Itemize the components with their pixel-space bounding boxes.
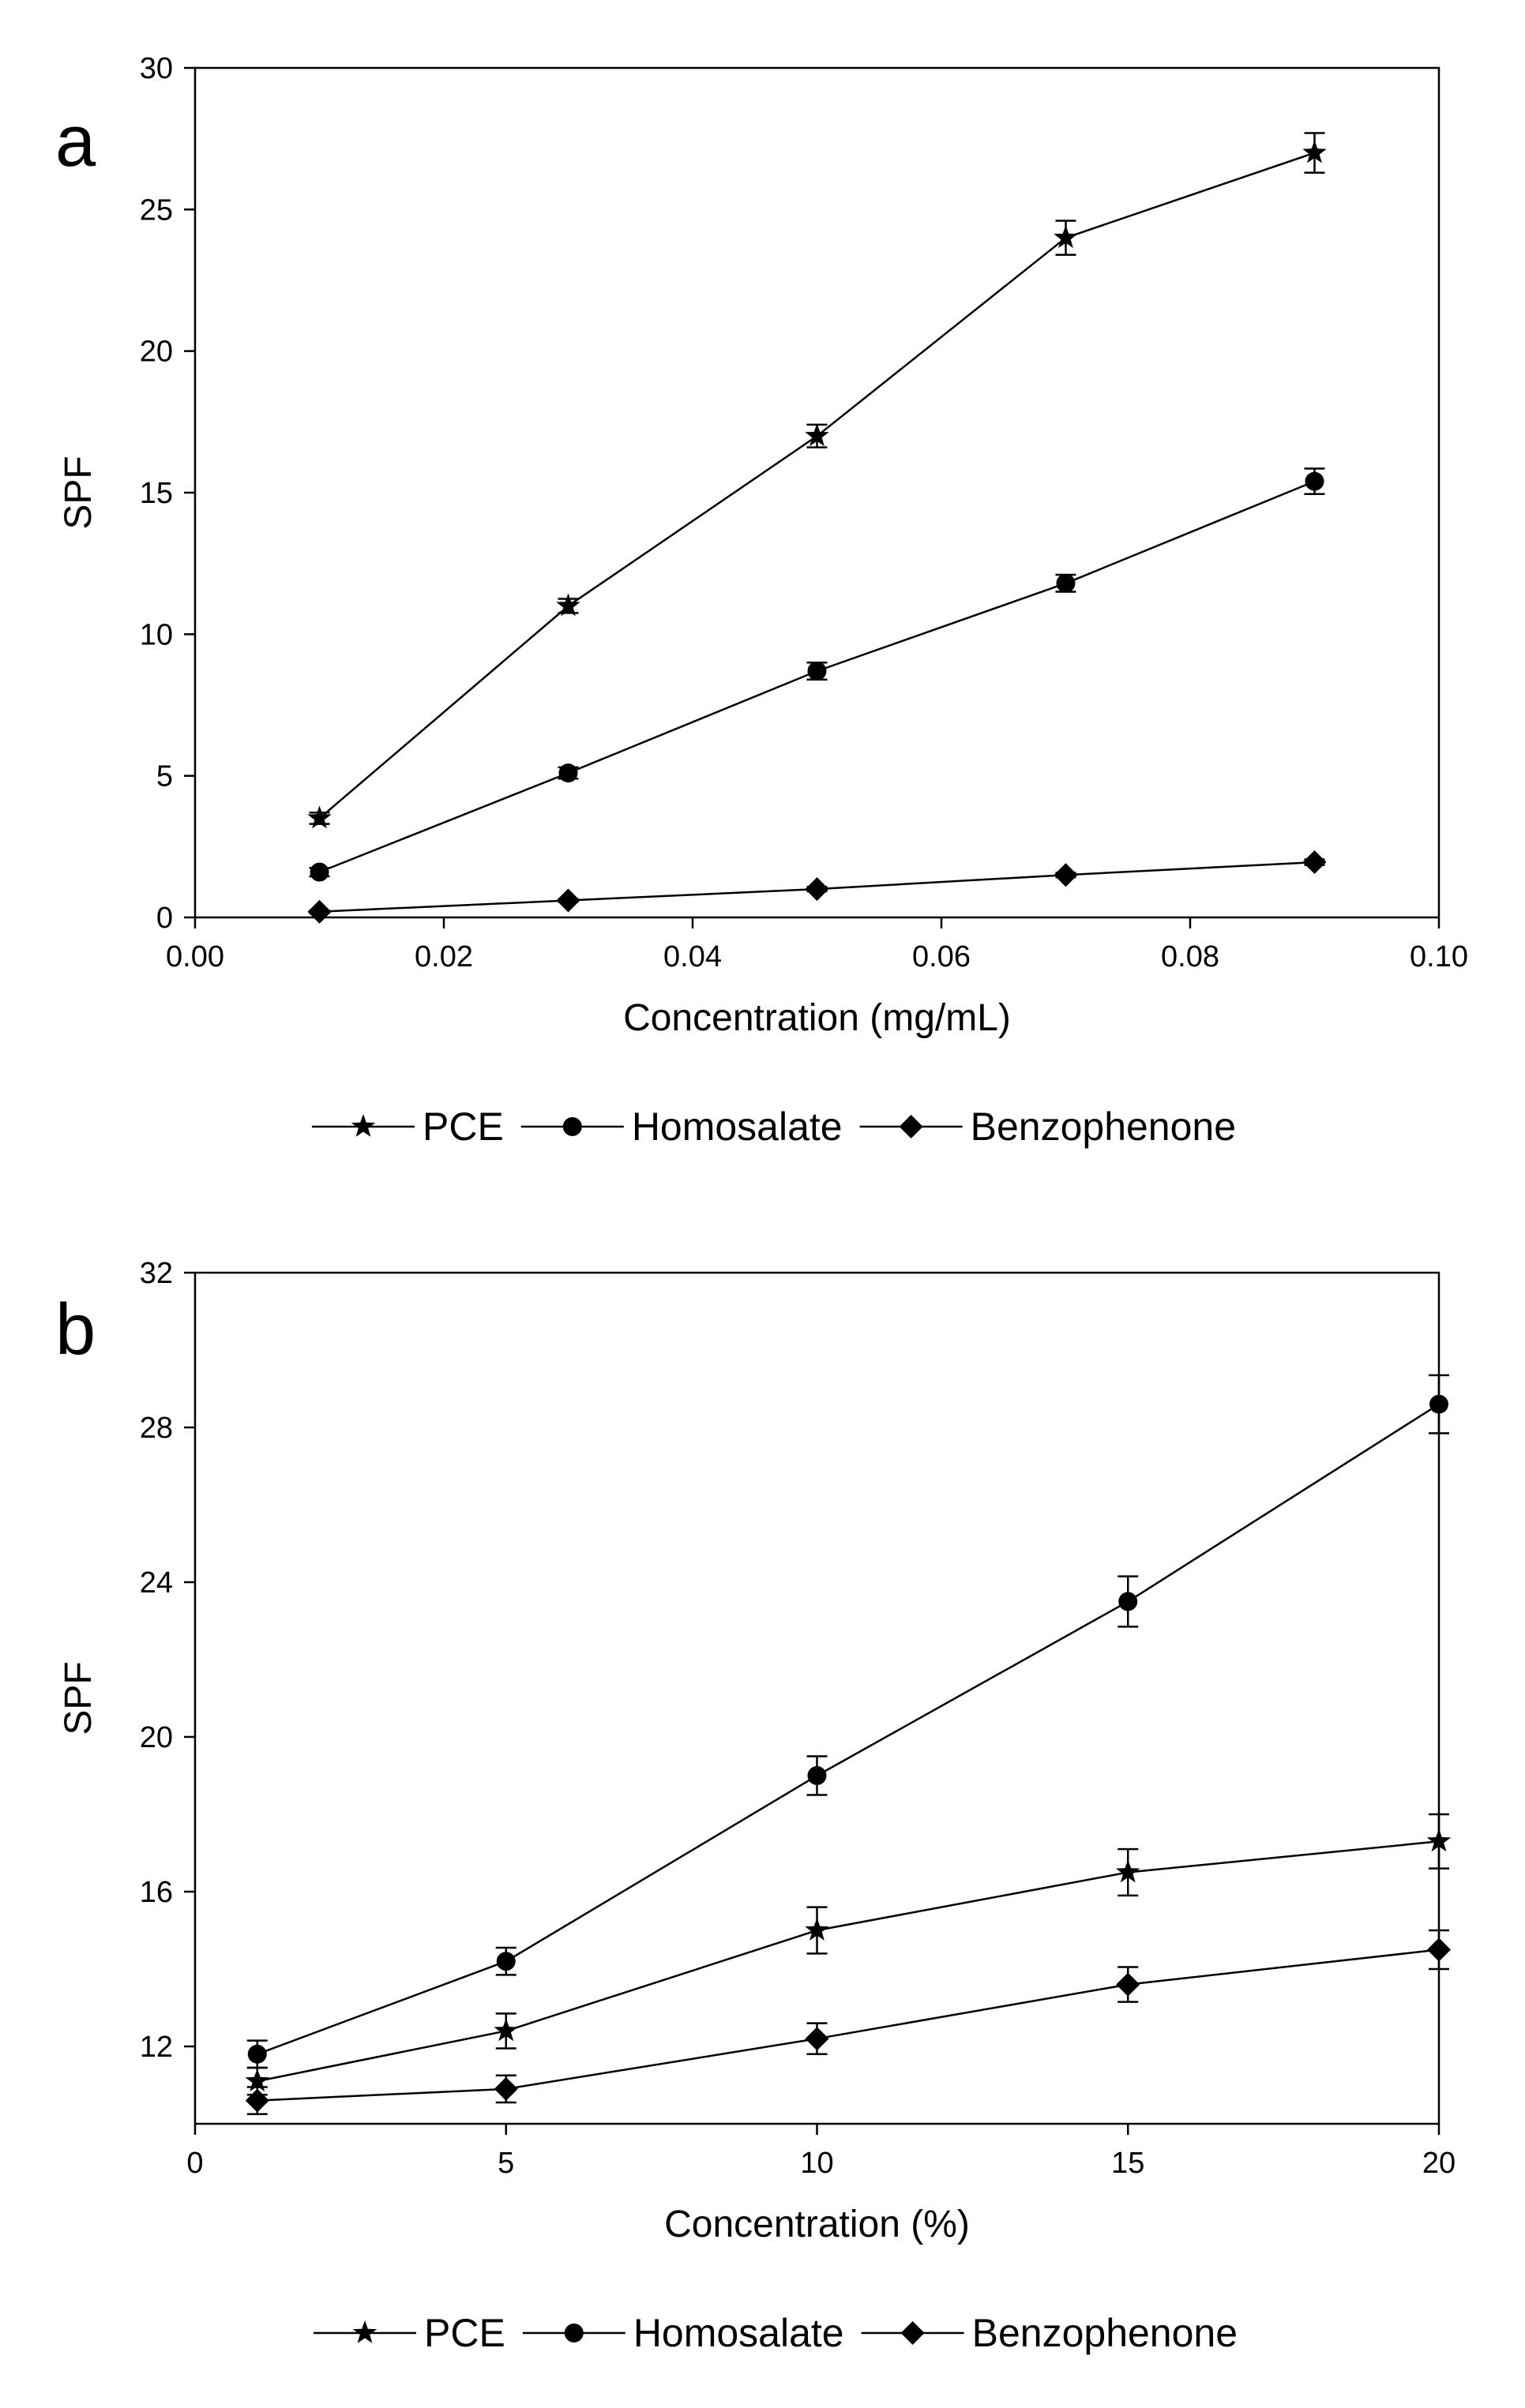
data-point (556, 593, 580, 617)
plot-frame (193, 1271, 1440, 2125)
legend-marker (564, 2324, 584, 2342)
data-point (1056, 573, 1076, 593)
x-axis-title: Concentration (%) (664, 2204, 970, 2245)
legend-item-pce: PCE (312, 1105, 504, 1149)
series-line (257, 1403, 1440, 2055)
data-point (1427, 1937, 1451, 1962)
data-point (307, 805, 332, 829)
x-tick-label: 10 (800, 2147, 833, 2180)
legend-marker (900, 2321, 925, 2345)
legend-label: Homosalate (632, 1105, 843, 1149)
data-point (496, 1952, 516, 1971)
data-point (558, 763, 578, 783)
data-point (1429, 1394, 1448, 1414)
data-point (494, 2076, 518, 2101)
legend-marker (562, 1117, 582, 1136)
y-tick-label: 20 (140, 1721, 173, 1754)
data-point (1302, 850, 1327, 875)
data-point (1305, 471, 1324, 491)
data-point (245, 2088, 269, 2113)
chart-panel-b: 0 5 10 15 20 12 16 20 24 28 32 Concentration (%) SPF… (55, 1257, 1456, 2355)
x-tick-label: 0.04 (663, 940, 722, 973)
series-line (257, 1949, 1440, 2102)
legend: PCE Homosalate Benzophenone (314, 2311, 1238, 2355)
data-point (807, 1766, 827, 1785)
y-tick-label: 30 (140, 52, 173, 85)
y-tick-label: 15 (140, 477, 173, 510)
y-axis-title: SPF (58, 456, 100, 529)
x-tick-label: 0.10 (1410, 940, 1468, 973)
x-tick-label: 0.02 (415, 940, 473, 973)
y-tick-label: 5 (156, 760, 173, 793)
series-benzophenone (307, 850, 1327, 924)
x-tick-label: 15 (1111, 2147, 1144, 2180)
series-homosalate (246, 1374, 1449, 2069)
series-benzophenone (245, 1929, 1451, 2115)
data-point (1116, 1972, 1140, 1997)
data-point (805, 1918, 829, 1941)
series-line (318, 152, 1315, 820)
legend-marker (351, 1114, 376, 1137)
legend-item-homosalate: Homosalate (522, 2311, 844, 2355)
x-tick-label: 20 (1422, 2147, 1456, 2180)
data-point (1118, 1592, 1138, 1611)
data-point (1302, 140, 1327, 163)
y-tick-label: 0 (156, 902, 173, 935)
legend-label: PCE (424, 2311, 505, 2355)
legend-marker (899, 1115, 923, 1138)
data-point (1116, 1859, 1140, 1883)
series-pce (245, 1813, 1452, 2096)
y-tick-label: 20 (140, 336, 173, 369)
series-homosalate (309, 467, 1325, 882)
x-tick-label: 5 (498, 2147, 514, 2180)
legend-marker (352, 2320, 377, 2343)
data-point (805, 2027, 829, 2051)
y-axis-title: SPF (58, 1661, 100, 1735)
y-tick-label: 28 (140, 1412, 173, 1445)
legend-label: Benzophenone (971, 1105, 1236, 1149)
series-pce (307, 132, 1327, 829)
data-point (1426, 1829, 1452, 1852)
data-point (247, 2044, 267, 2064)
panel-label: a (55, 101, 96, 182)
legend-label: Homosalate (633, 2311, 844, 2355)
data-point (556, 888, 580, 913)
data-point (1054, 225, 1078, 249)
x-tick-label: 0.08 (1161, 940, 1219, 973)
data-point (310, 862, 329, 882)
plot-frame (193, 66, 1440, 919)
chart-panel-a: 0.00 0.02 0.04 0.06 0.08 0.10 0 5 10 15 20 25 30 Conc… (55, 52, 1468, 1149)
y-tick-label: 24 (140, 1566, 173, 1600)
legend-item-benzophenone: Benzophenone (859, 1105, 1236, 1149)
data-point (805, 877, 829, 902)
y-tick-label: 16 (140, 1876, 173, 1909)
data-point (805, 423, 829, 447)
series-line (257, 1840, 1440, 2083)
data-point (494, 2018, 518, 2042)
legend-item-pce: PCE (314, 2311, 505, 2355)
legend-item-homosalate: Homosalate (520, 1105, 843, 1149)
legend-label: Benzophenone (972, 2311, 1238, 2355)
data-point (307, 899, 332, 924)
x-tick-label: 0.06 (912, 940, 971, 973)
legend-item-benzophenone: Benzophenone (861, 2311, 1238, 2355)
x-axis-title: Concentration (mg/mL) (623, 997, 1011, 1039)
x-tick-label: 0 (186, 2147, 203, 2180)
legend: PCE Homosalate Benzophenone (312, 1105, 1236, 1149)
data-point (245, 2069, 269, 2091)
legend-label: PCE (423, 1105, 504, 1149)
data-point (1054, 863, 1078, 887)
y-tick-label: 12 (140, 2031, 173, 2064)
y-tick-label: 32 (140, 1257, 173, 1290)
y-tick-label: 25 (140, 193, 173, 227)
panel-label: b (55, 1289, 96, 1370)
data-point (807, 661, 827, 681)
x-tick-label: 0.00 (166, 940, 224, 973)
y-tick-label: 10 (140, 618, 173, 651)
